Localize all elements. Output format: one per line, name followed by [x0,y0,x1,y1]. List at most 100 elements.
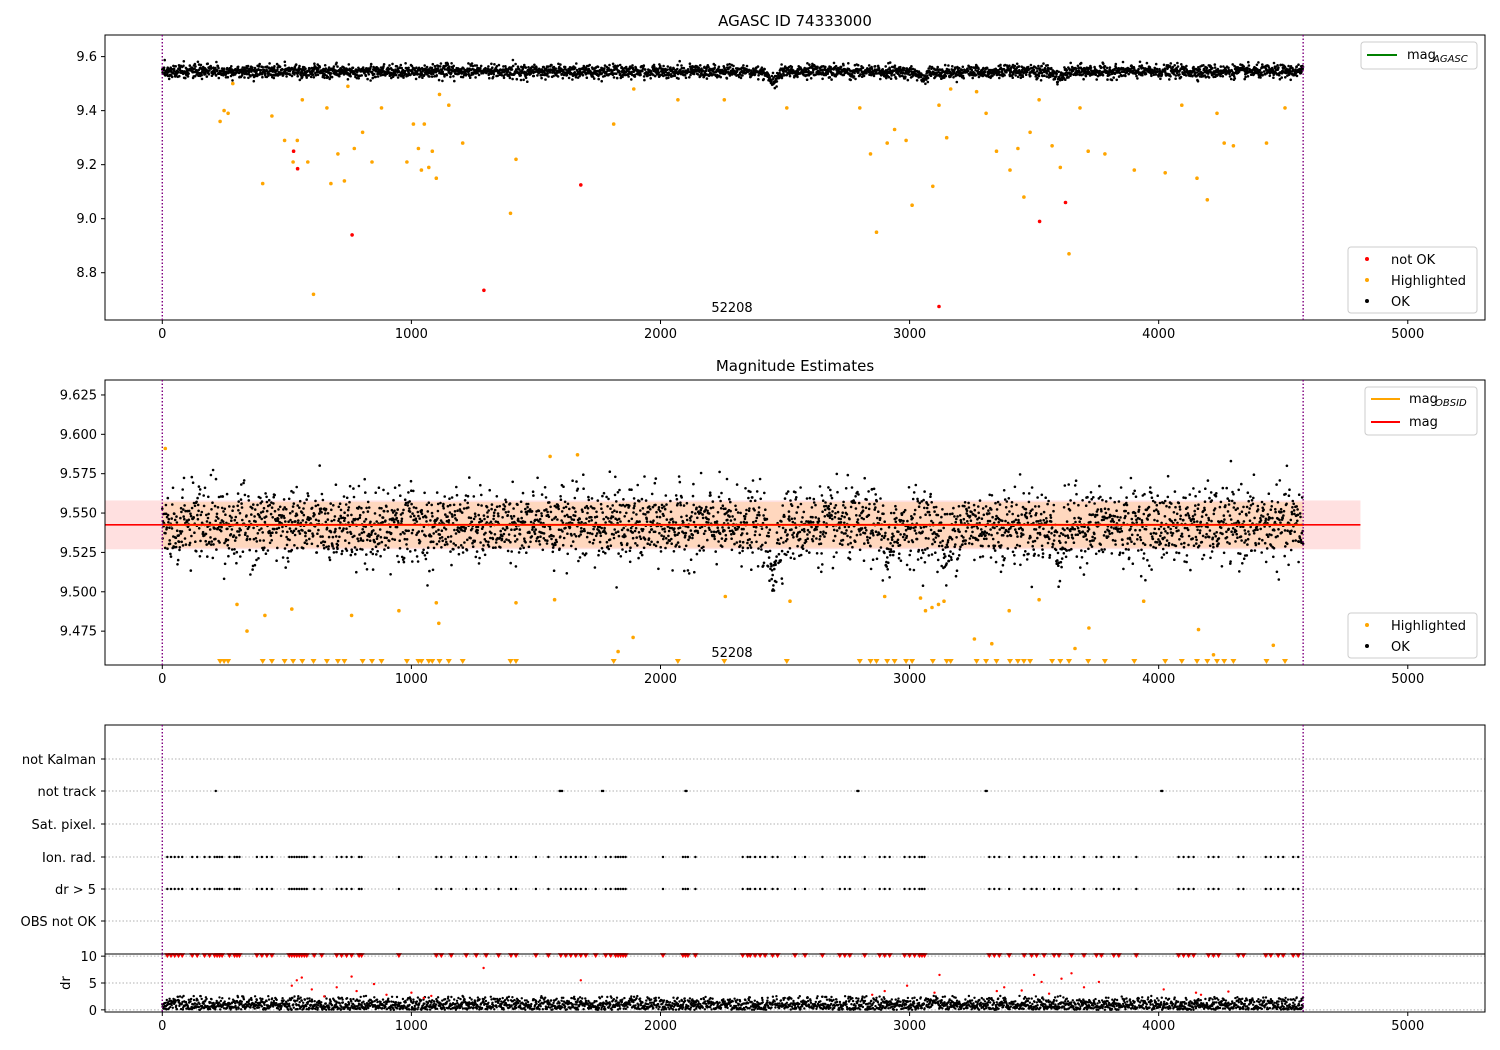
ok-point [227,547,231,550]
ok-point [233,548,236,551]
ok-point [300,511,304,514]
ok-point [339,508,343,512]
highlighted-point [295,138,300,143]
ok-point [511,77,514,81]
ok-point [279,534,283,538]
ok-point [485,505,489,509]
ok-point [166,513,170,517]
ok-point [308,67,312,70]
ok-point [224,513,227,516]
ok-point [1050,66,1053,70]
ok-point [277,526,281,530]
ok-point [253,563,257,567]
ok-point [320,492,324,496]
ok-point [1070,72,1073,76]
ok-point [216,69,219,72]
ok-point [273,65,276,68]
ok-point [887,75,891,79]
ok-point [364,74,368,78]
ok-point [384,519,387,522]
ok-point [1027,65,1030,69]
ok-point [397,560,401,564]
ok-point [372,72,376,76]
ok-point [177,534,181,537]
ok-point [741,74,744,77]
ok-point [183,537,187,540]
ok-point [205,520,209,523]
ok-point [429,519,432,522]
highlighted-point [1008,168,1012,172]
ok-point [412,506,416,509]
ok-point [173,518,177,522]
ok-point [596,65,600,69]
ok-point [184,543,188,546]
ok-point [366,510,370,513]
ok-point [211,468,215,472]
ok-point [161,71,164,74]
ok-point [472,495,476,498]
ok-point [253,68,256,72]
ok-point [338,535,341,539]
ok-point [255,540,259,543]
ok-point [331,544,334,548]
ok-point [437,540,441,543]
ok-point [616,64,620,68]
ok-point [999,63,1002,67]
ok-point [356,537,359,540]
ok-point [347,506,351,509]
ok-point [176,70,180,74]
ok-point [1011,76,1014,79]
ok-point [217,76,221,80]
ok-point [420,72,424,76]
ok-point [222,577,226,581]
highlighted-point [311,292,316,297]
ok-point [1135,74,1138,78]
ok-point [248,537,252,541]
highlighted-point [342,179,347,183]
ok-point [524,66,528,69]
ok-point [294,520,297,523]
ok-point [344,503,348,506]
ok-point [433,64,437,68]
highlighted-point [1180,103,1184,107]
ok-point [870,67,874,71]
ok-point [209,473,213,477]
ok-point [287,497,291,501]
ok-point [196,517,200,521]
ok-point [361,66,365,69]
ok-point [1185,64,1188,68]
ok-point [313,62,316,65]
ok-point [247,71,251,74]
ok-point [337,517,341,521]
ok-point [327,66,331,69]
ok-point [400,517,404,521]
ok-point [358,513,362,517]
ok-point [181,544,185,547]
agasc-xtick-label: 0 [158,327,166,342]
ok-point [519,78,523,82]
ok-point [209,536,212,539]
ok-point [363,520,366,523]
ok-point [416,560,420,563]
ok-point [297,519,300,522]
ok-point [182,508,185,511]
ok-point [176,558,180,562]
ok-point [398,547,402,550]
ok-point [490,531,493,535]
ok-point [369,550,373,554]
ok-point [286,530,289,534]
ok-point [440,536,444,539]
not-ok-point [295,166,300,171]
ok-point [211,72,215,76]
ok-point [200,77,204,81]
ok-point [676,63,679,67]
ok-point [449,535,453,538]
ok-point [288,538,291,542]
ok-point [1168,78,1171,81]
ok-point [197,509,200,513]
ok-point [343,519,346,522]
ok-point [502,532,506,536]
ok-point [618,63,622,67]
ok-point [461,551,465,554]
